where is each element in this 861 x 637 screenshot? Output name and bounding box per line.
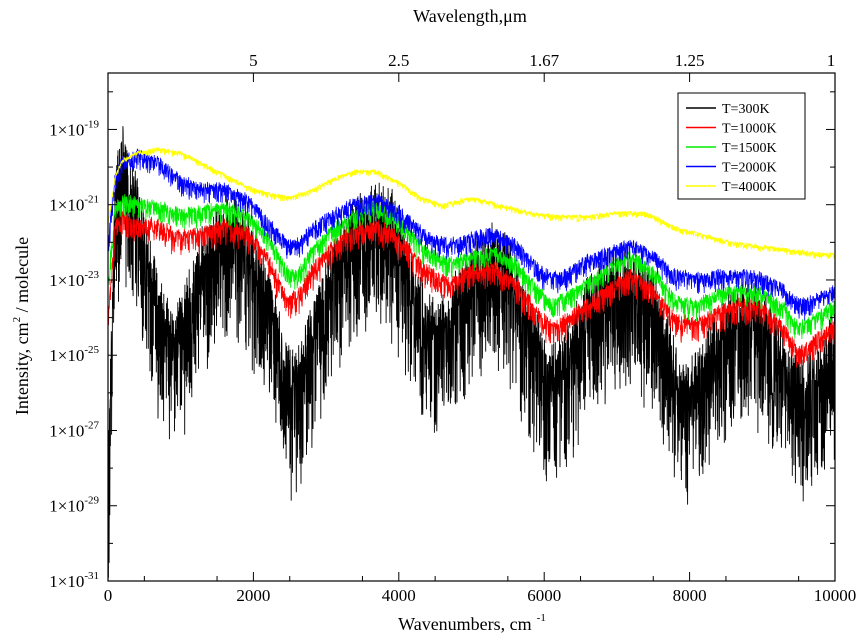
y-tick-label: 1×10-31 xyxy=(49,570,99,591)
legend: T=300K T=1000K T=1500K T=2000K T=4000K xyxy=(677,92,806,200)
x-tick-label: 8000 xyxy=(673,586,707,605)
legend-entry: T=1500K xyxy=(722,141,777,156)
top-x-tick-label: 1 xyxy=(827,51,836,70)
y-axis-title: Intensity, cm2 / molecule xyxy=(11,237,32,415)
y-tick-label: 1×10-21 xyxy=(49,194,99,215)
y-tick-label: 1×10-29 xyxy=(49,495,99,516)
top-x-tick-label: 2.5 xyxy=(388,51,409,70)
x-axis: 0 2000 4000 6000 8000 10000 xyxy=(104,572,857,605)
legend-entry: T=2000K xyxy=(722,161,777,176)
y-tick-label: 1×10-23 xyxy=(49,269,99,290)
series-line-T=2000K xyxy=(108,148,835,321)
x-tick-label: 6000 xyxy=(527,586,561,605)
y-tick-label: 1×10-27 xyxy=(49,419,99,440)
top-x-tick-label: 5 xyxy=(249,51,258,70)
x-tick-label: 4000 xyxy=(382,586,416,605)
legend-box xyxy=(677,92,806,200)
top-x-tick-label: 1.25 xyxy=(675,51,705,70)
x-tick-label: 2000 xyxy=(236,586,270,605)
plot-frame xyxy=(107,72,836,582)
series-layer xyxy=(108,126,835,578)
legend-entry: T=300K xyxy=(722,102,770,117)
x-axis-title: Wavenumbers, cm -1 xyxy=(398,612,546,634)
series-line-T=1500K xyxy=(108,194,835,340)
top-x-axis: 5 2.5 1.67 1.25 1 xyxy=(249,51,836,82)
series-line-T=4000K xyxy=(108,146,835,260)
legend-entry: T=4000K xyxy=(722,180,777,195)
y-tick-label: 1×10-25 xyxy=(49,344,99,365)
top-x-axis-title: Wavelength,μm xyxy=(413,6,527,26)
x-tick-label: 10000 xyxy=(814,586,857,605)
y-tick-label: 1×10-19 xyxy=(49,118,99,139)
top-x-tick-label: 1.67 xyxy=(529,51,559,70)
legend-entry: T=1000K xyxy=(722,122,777,137)
y-axis: 1×10-19 1×10-21 1×10-23 1×10-25 1×10-27 1×10-… xyxy=(49,91,835,591)
x-tick-label: 0 xyxy=(104,586,113,605)
